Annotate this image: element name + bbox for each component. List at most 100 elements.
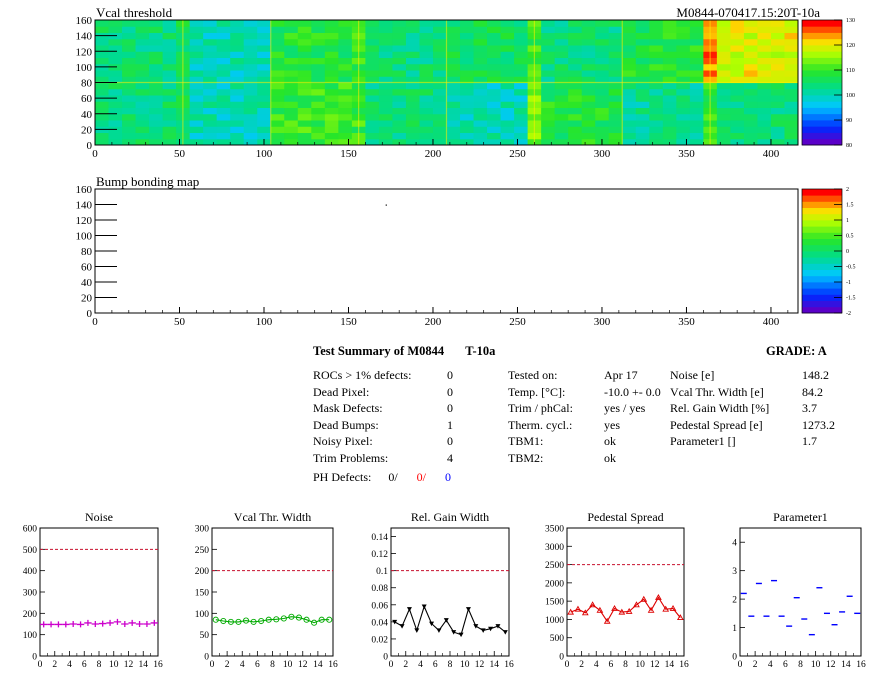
heatmap-cell	[649, 51, 664, 58]
heatmap-cell	[284, 51, 299, 58]
heatmap-cell	[757, 32, 772, 40]
color-scale-band	[802, 201, 842, 208]
heatmap-cell	[676, 20, 691, 27]
heatmap-cell	[689, 76, 704, 83]
heatmap-cell	[514, 38, 529, 46]
x-tick-label: 4	[240, 660, 245, 670]
heatmap-cell	[324, 88, 339, 96]
heatmap-cell	[297, 70, 312, 77]
heatmap-cell	[581, 20, 596, 27]
heatmap-cell	[419, 57, 434, 65]
heatmap-cell	[311, 26, 326, 33]
heatmap-cell	[311, 101, 326, 108]
heatmap-cell	[284, 45, 299, 52]
heatmap-cell	[460, 120, 475, 127]
heatmap-cell	[135, 113, 150, 121]
heatmap-cell	[541, 113, 556, 121]
heatmap-cell	[487, 32, 502, 40]
heatmap-cell	[608, 32, 623, 40]
heatmap-cell	[446, 45, 461, 52]
summary-row-value: ok	[604, 434, 616, 448]
heatmap-cell	[743, 76, 758, 83]
heatmap-cell	[392, 107, 407, 115]
heatmap-cell	[784, 70, 799, 77]
heatmap-cell	[568, 107, 583, 115]
heatmap-cell	[365, 120, 380, 127]
color-scale-label: 1.5	[846, 203, 854, 209]
heatmap-cell	[270, 38, 285, 46]
heatmap-cell	[284, 132, 299, 140]
heatmap-cell	[487, 95, 502, 102]
heatmap-cell	[460, 20, 475, 27]
data-point	[121, 621, 129, 627]
heatmap-cell	[378, 120, 393, 127]
y-tick-label: 120	[76, 215, 93, 227]
heatmap-cell	[270, 95, 285, 102]
heatmap-cell	[243, 57, 258, 65]
heatmap-cell	[487, 38, 502, 46]
heatmap-cell	[311, 88, 326, 96]
ph-defects-row: PH Defects: 0/ 0/ 0	[313, 469, 451, 486]
heatmap-cell	[216, 32, 231, 40]
heatmap-cell	[649, 113, 664, 121]
heatmap-cell	[770, 51, 785, 58]
heatmap-cell	[514, 20, 529, 27]
heatmap-cell	[108, 57, 123, 65]
heatmap-cell	[297, 45, 312, 52]
x-tick-label: 2	[52, 660, 57, 670]
heatmap-cell	[730, 101, 745, 108]
summary-row: TBM2: ok	[508, 450, 668, 467]
heatmap-cell	[203, 32, 218, 40]
heatmap-cell	[595, 51, 610, 58]
heatmap-cell	[297, 20, 312, 27]
heatmap-cell	[324, 82, 339, 90]
heatmap-cell	[622, 38, 637, 46]
data-point	[676, 614, 684, 621]
heatmap-cell	[365, 20, 380, 27]
heatmap-cell	[122, 113, 137, 121]
heatmap-cell	[230, 120, 245, 127]
data-point	[40, 621, 48, 628]
heatmap-cell	[243, 76, 258, 83]
heatmap-cell	[203, 20, 218, 27]
heatmap-cell	[649, 138, 664, 146]
data-point	[399, 624, 405, 629]
heatmap-cell	[676, 70, 691, 77]
series-line	[394, 604, 506, 636]
heatmap-cell	[149, 70, 164, 77]
heatmap-cell	[689, 57, 704, 65]
heatmap-cell	[554, 101, 569, 108]
heatmap-cell	[554, 20, 569, 27]
heatmap-cell	[311, 82, 326, 90]
heatmap-cell	[324, 63, 339, 71]
plot-frame	[739, 527, 862, 657]
heatmap-cell	[784, 45, 799, 52]
data-point	[250, 618, 257, 625]
heatmap-cell	[541, 57, 556, 65]
heatmap-cell	[770, 88, 785, 96]
heatmap-cell	[432, 57, 447, 65]
heatmap-cell	[365, 51, 380, 58]
heatmap-cell	[189, 126, 204, 133]
heatmap-cell	[446, 126, 461, 133]
heatmap-cell	[122, 82, 137, 90]
heatmap-cell	[770, 76, 785, 83]
heatmap-cell	[432, 45, 447, 52]
heatmap-cell	[608, 95, 623, 102]
heatmap-cell	[311, 95, 326, 102]
heatmap-cell	[514, 95, 529, 102]
y-tick-label: 0	[732, 653, 737, 663]
data-point	[113, 618, 122, 625]
heatmap-cell	[487, 101, 502, 108]
heatmap-cell	[581, 51, 596, 58]
heatmap-cell	[365, 126, 380, 133]
x-tick-label: 400	[763, 148, 780, 160]
heatmap-cell	[595, 101, 610, 108]
heatmap-cell	[135, 45, 150, 52]
heatmap-cell	[635, 82, 650, 90]
heatmap-cell	[270, 76, 285, 83]
x-tick-label: 14	[313, 660, 323, 670]
summary-row-value: 1273.2	[802, 417, 835, 432]
ph-defects-value-1: 0/	[388, 470, 398, 484]
